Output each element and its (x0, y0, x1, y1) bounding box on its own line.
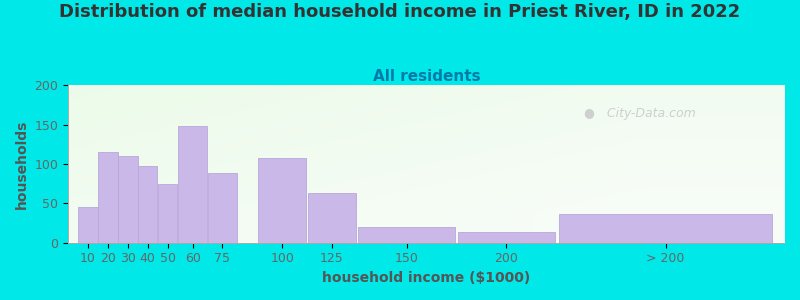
Bar (208, 173, 237, 243)
Bar (308, 193, 356, 243)
Text: Distribution of median household income in Priest River, ID in 2022: Distribution of median household income … (59, 3, 741, 21)
Bar (258, 158, 306, 243)
Bar (138, 166, 158, 243)
X-axis label: household income ($1000): household income ($1000) (322, 271, 530, 285)
Bar (178, 126, 207, 243)
Bar (458, 232, 554, 243)
Y-axis label: households: households (15, 119, 29, 208)
Bar (118, 156, 138, 243)
Title: All residents: All residents (373, 69, 480, 84)
Bar (158, 184, 178, 243)
Bar (358, 227, 455, 243)
Text: ●   City-Data.com: ● City-Data.com (584, 107, 696, 120)
Bar (78, 207, 98, 243)
Bar (98, 152, 118, 243)
Bar (559, 214, 772, 243)
